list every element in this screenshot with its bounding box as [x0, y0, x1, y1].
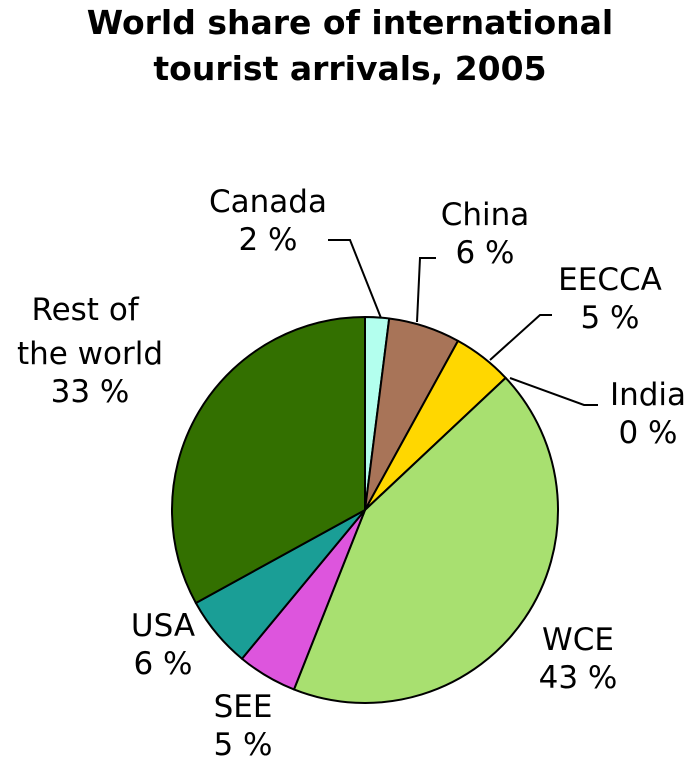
category-label: China [441, 197, 530, 233]
leader-line [328, 239, 382, 319]
pie [171, 316, 559, 704]
category-label: USA [131, 608, 195, 644]
value-label: 5 % [213, 727, 272, 763]
pie-slice [171, 316, 366, 604]
label-line: EECCA [558, 262, 662, 298]
pie-slice [292, 376, 559, 704]
value-label: 43 % [539, 660, 618, 696]
chart-title: World share of international tourist arr… [86, 3, 614, 88]
category-label: WCE [542, 622, 614, 658]
category-label: EECCA [558, 262, 662, 298]
category-label: India [610, 377, 686, 413]
leader-line [416, 257, 436, 323]
label-line: Canada [209, 184, 327, 220]
value-label: 6 % [133, 646, 192, 682]
value-label: 0 % [618, 415, 677, 451]
label-line: WCE [542, 622, 614, 658]
label-line: China [441, 197, 530, 233]
category-label: Canada [209, 184, 327, 220]
label-line: India [610, 377, 686, 413]
leader-lines [328, 239, 598, 406]
value-label: 33 % [51, 374, 130, 410]
category-label: SEE [214, 689, 273, 725]
label-line: Rest of [31, 292, 148, 328]
label-line: USA [131, 608, 195, 644]
category-label: Rest of the world [17, 292, 163, 372]
leader-line [509, 377, 598, 406]
leader-line [489, 314, 552, 361]
value-label: 2 % [238, 222, 297, 258]
label-line: SEE [214, 689, 273, 725]
value-label: 5 % [580, 300, 639, 336]
value-label: 6 % [455, 235, 514, 271]
label-line: the world [17, 336, 163, 372]
